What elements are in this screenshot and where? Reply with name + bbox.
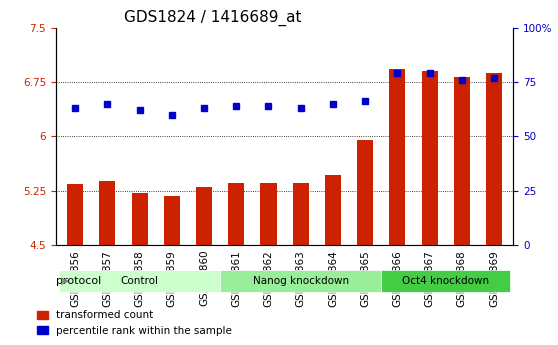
FancyBboxPatch shape (220, 270, 381, 292)
Legend: transformed count, percentile rank within the sample: transformed count, percentile rank withi… (33, 306, 236, 340)
Bar (99, 181, 116, 245)
Text: Oct4 knockdown: Oct4 knockdown (402, 276, 489, 286)
Bar (228, 183, 244, 245)
Bar (389, 69, 406, 245)
Bar (325, 175, 341, 245)
Bar (357, 140, 373, 245)
Text: protocol: protocol (56, 276, 102, 286)
FancyBboxPatch shape (59, 270, 220, 292)
Bar (454, 77, 470, 245)
Bar (132, 193, 148, 245)
FancyBboxPatch shape (381, 270, 510, 292)
Bar (67, 184, 83, 245)
Text: Control: Control (121, 276, 158, 286)
Bar (261, 184, 277, 245)
Bar (196, 187, 212, 245)
Bar (292, 183, 309, 245)
Bar (486, 73, 502, 245)
Bar (421, 71, 437, 245)
Text: GDS1824 / 1416689_at: GDS1824 / 1416689_at (124, 10, 302, 26)
Text: Nanog knockdown: Nanog knockdown (253, 276, 349, 286)
Bar (163, 196, 180, 245)
